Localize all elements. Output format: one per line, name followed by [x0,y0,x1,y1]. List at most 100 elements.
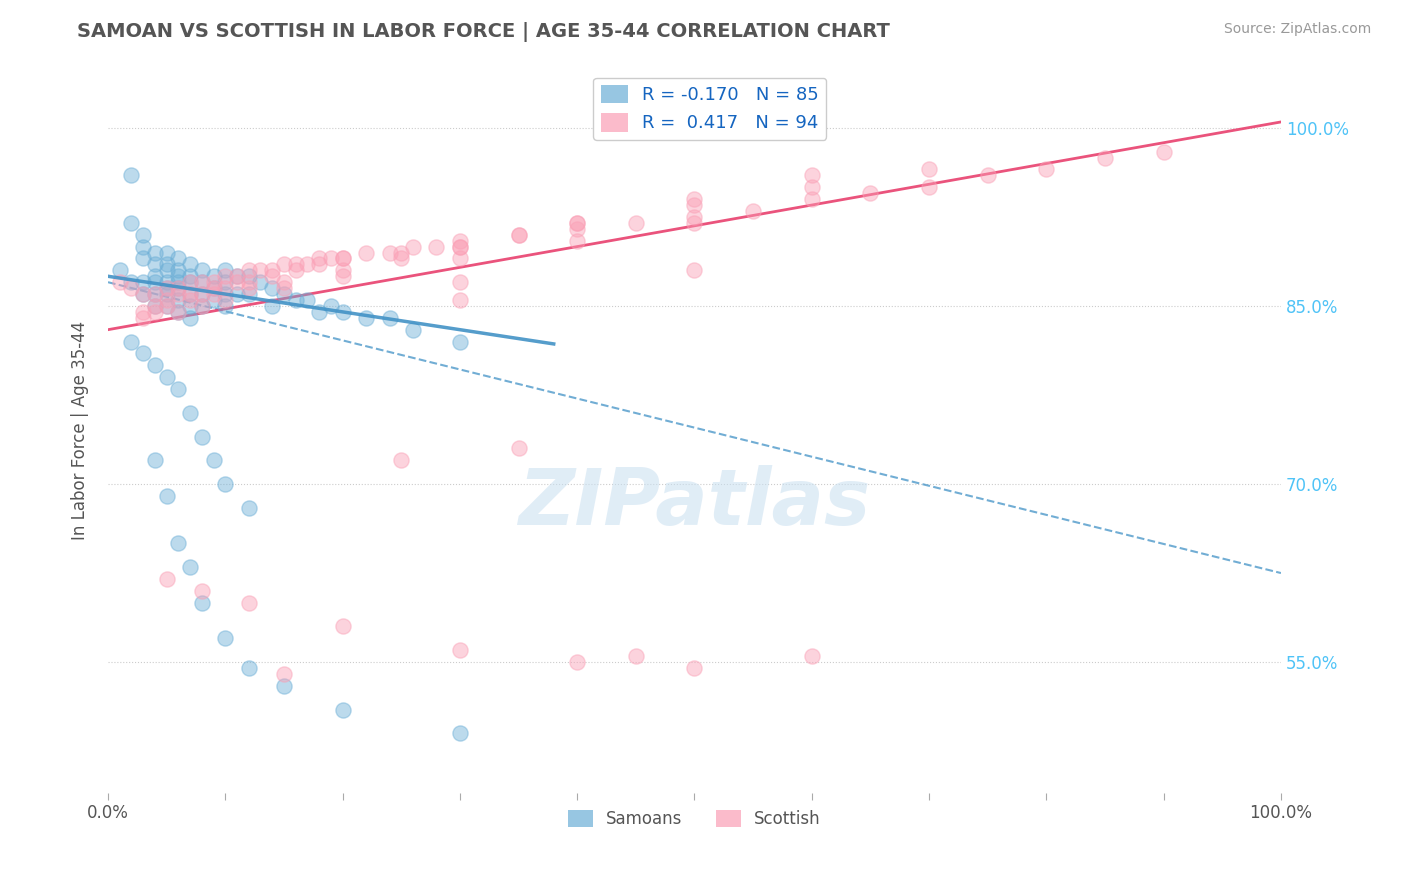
Point [284,257,307,271]
Point [800,180,823,194]
Point [191,299,214,313]
Point [108,275,131,289]
Point [191,429,214,443]
Point [167,275,190,289]
Point [354,310,377,325]
Point [214,299,236,313]
Point [191,583,214,598]
Point [179,257,201,271]
Point [143,245,166,260]
Point [402,323,425,337]
Point [120,275,142,289]
Point [214,293,236,307]
Point [273,679,295,693]
Point [449,275,471,289]
Text: Source: ZipAtlas.com: Source: ZipAtlas.com [1223,22,1371,37]
Point [191,596,214,610]
Point [214,287,236,301]
Point [262,263,284,277]
Point [143,299,166,313]
Point [308,257,330,271]
Point [273,275,295,289]
Point [449,643,471,657]
Point [179,269,201,284]
Point [1153,145,1175,159]
Point [567,221,589,235]
Point [273,257,295,271]
Point [191,299,214,313]
Point [132,310,155,325]
Point [918,180,941,194]
Point [354,245,377,260]
Point [179,406,201,420]
Point [238,263,260,277]
Point [389,252,412,266]
Point [156,281,179,295]
Point [167,382,190,396]
Point [191,275,214,289]
Point [214,263,236,277]
Point [449,239,471,253]
Point [226,287,249,301]
Point [332,305,354,319]
Point [214,269,236,284]
Point [508,442,530,456]
Point [167,305,190,319]
Point [202,293,225,307]
Point [143,359,166,373]
Point [167,281,190,295]
Point [624,216,647,230]
Point [449,726,471,740]
Text: SAMOAN VS SCOTTISH IN LABOR FORCE | AGE 35-44 CORRELATION CHART: SAMOAN VS SCOTTISH IN LABOR FORCE | AGE … [77,22,890,42]
Point [567,216,589,230]
Point [308,305,330,319]
Point [156,257,179,271]
Point [120,169,142,183]
Point [332,269,354,284]
Point [156,275,179,289]
Legend: Samoans, Scottish: Samoans, Scottish [561,804,828,835]
Point [156,489,179,503]
Point [449,239,471,253]
Point [389,245,412,260]
Point [143,453,166,467]
Point [214,477,236,491]
Point [143,275,166,289]
Point [191,263,214,277]
Point [273,287,295,301]
Point [449,334,471,349]
Point [179,287,201,301]
Point [167,281,190,295]
Point [238,281,260,295]
Point [249,263,271,277]
Point [132,252,155,266]
Point [402,239,425,253]
Point [132,275,155,289]
Point [191,287,214,301]
Point [167,293,190,307]
Point [156,299,179,313]
Point [567,234,589,248]
Point [191,287,214,301]
Text: ZIPatlas: ZIPatlas [519,465,870,541]
Point [132,287,155,301]
Point [202,281,225,295]
Point [319,252,342,266]
Point [202,269,225,284]
Point [179,310,201,325]
Point [202,287,225,301]
Point [800,169,823,183]
Point [202,453,225,467]
Point [132,227,155,242]
Point [108,263,131,277]
Point [449,293,471,307]
Point [683,216,706,230]
Point [132,287,155,301]
Point [156,263,179,277]
Point [683,192,706,206]
Point [567,655,589,669]
Point [683,210,706,224]
Point [214,281,236,295]
Point [683,198,706,212]
Point [132,305,155,319]
